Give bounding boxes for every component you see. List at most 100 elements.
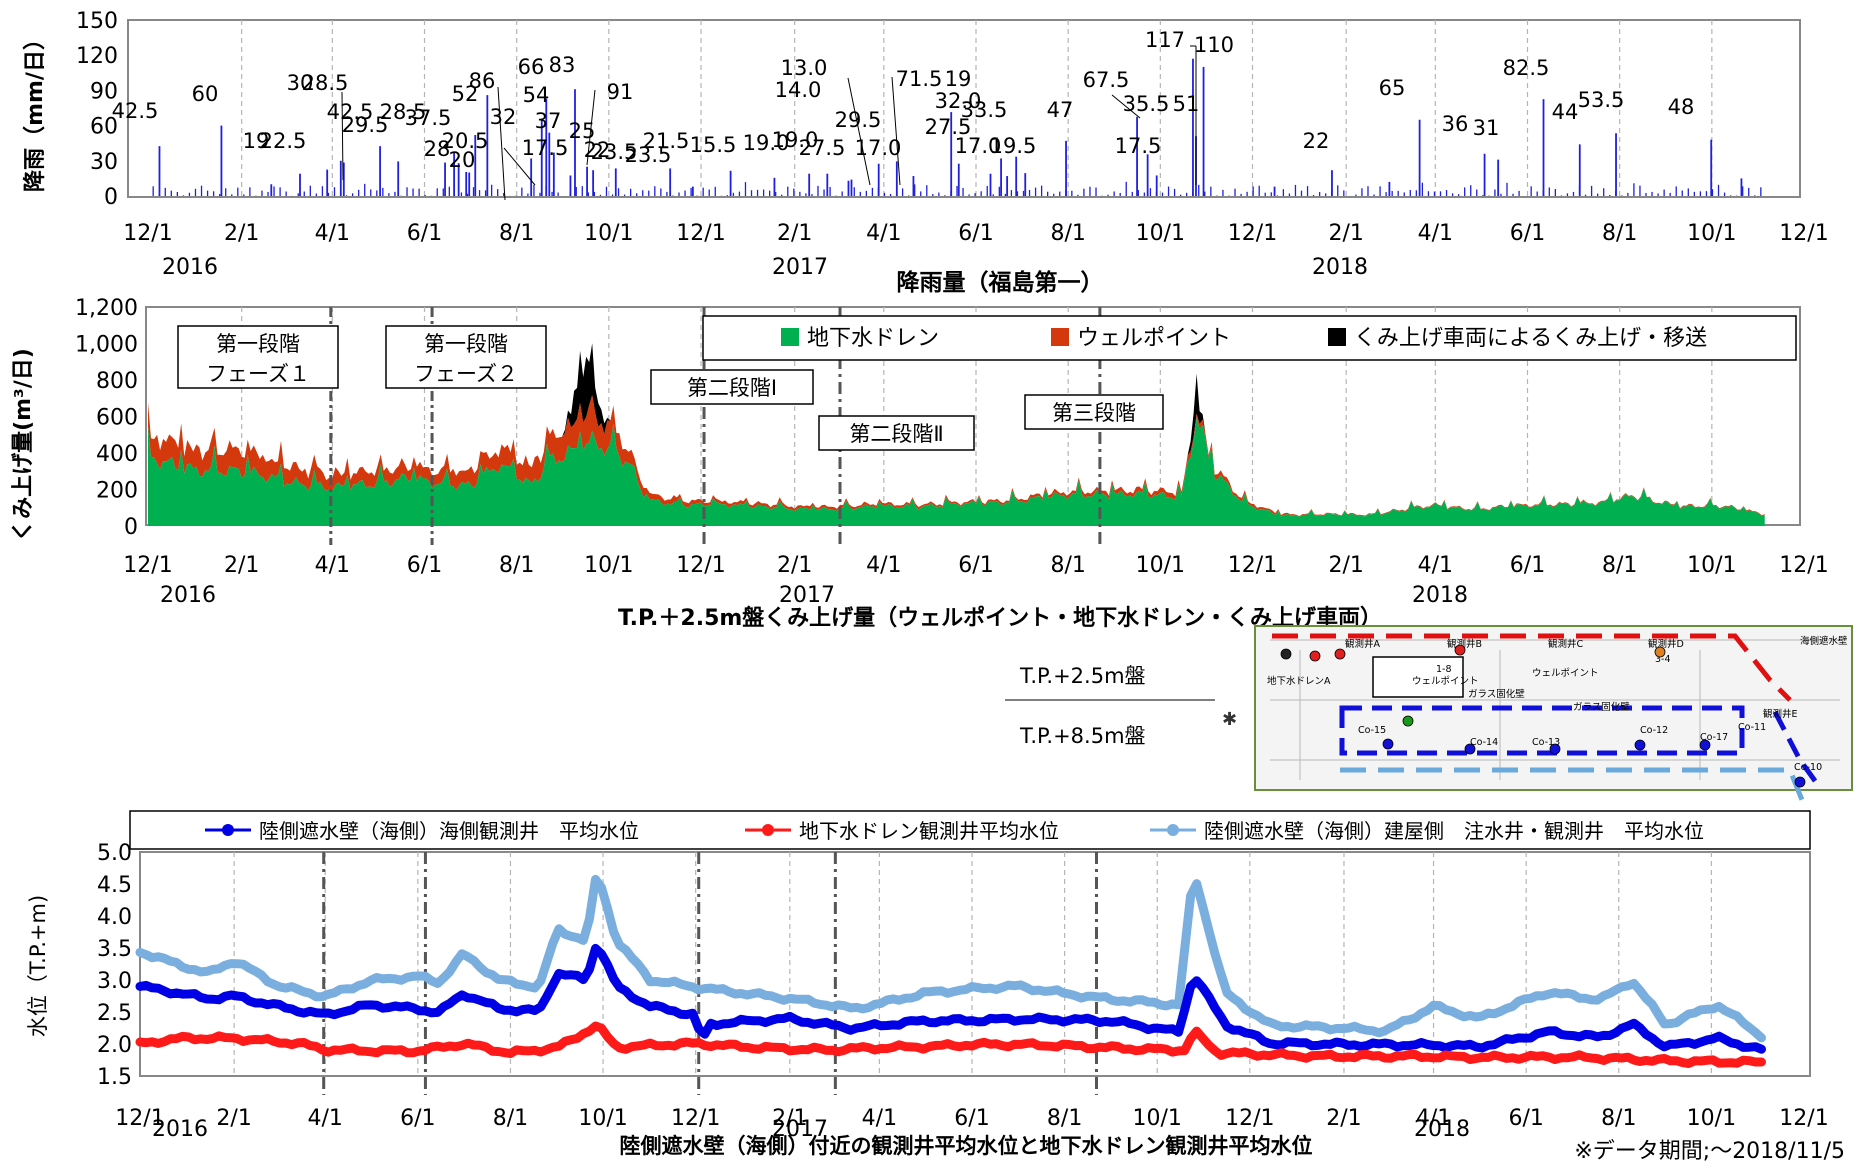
rainfall-bar — [865, 190, 868, 196]
pumping-y-tick-label: 200 — [96, 479, 138, 504]
rainfall-bar — [998, 186, 1000, 196]
rainfall-annotation: 19.0 — [772, 128, 819, 152]
rainfall-bar — [986, 185, 988, 196]
rainfall-bar — [1597, 193, 1599, 196]
rainfall-bar — [1095, 187, 1097, 196]
rainfall-x-tick-label: 4/1 — [315, 221, 350, 246]
rainfall-bar — [484, 190, 487, 196]
rainfall-bar — [587, 192, 589, 196]
rainfall-bar — [436, 188, 438, 196]
pumping-year-label: 2018 — [1412, 583, 1468, 608]
rainfall-bar — [1006, 176, 1009, 196]
map-label: Co-15 — [1358, 725, 1386, 736]
rainfall-bar — [273, 186, 275, 196]
rainfall-bar — [303, 191, 305, 196]
rainfall-bar — [1146, 154, 1149, 196]
map-well-marker — [1699, 739, 1711, 751]
rainfall-bar — [1113, 191, 1115, 196]
rainfall-bar — [1388, 181, 1391, 196]
rainfall-bar — [279, 187, 281, 196]
rainfall-annotation: 32 — [490, 105, 517, 129]
rainfall-bar — [457, 163, 460, 196]
rainfall-x-tick-label: 2/1 — [1328, 221, 1363, 246]
rainfall-annotation: 42.5 — [112, 99, 159, 123]
rainfall-annotation: 91 — [607, 80, 634, 104]
rainfall-bar — [418, 188, 420, 196]
rainfall-bar — [926, 185, 928, 196]
rainfall-bar — [521, 187, 523, 196]
rainfall-bar — [1548, 187, 1550, 196]
rainfall-bar — [1028, 189, 1031, 196]
rainfall-y-tick-label: 0 — [104, 185, 118, 210]
rainfall-bar — [1083, 188, 1085, 196]
pumping-x-tick-label: 8/1 — [1050, 553, 1085, 578]
rainfall-bar — [1024, 173, 1027, 196]
rainfall-bar — [1693, 191, 1696, 196]
rainfall-bar — [732, 192, 735, 196]
rainfall-bar — [1457, 194, 1460, 196]
rainfall-annotation: 17.5 — [522, 136, 569, 160]
rainfall-bar — [1675, 186, 1677, 196]
rainfall-bar — [1131, 191, 1133, 196]
rainfall-bar — [1742, 186, 1744, 196]
rainfall-annotation: 83 — [549, 53, 576, 77]
rainfall-bar — [593, 191, 596, 196]
rainfall-bar — [1119, 192, 1121, 196]
rainfall-bar — [1010, 190, 1013, 196]
water-level-series-line — [135, 874, 1766, 1043]
rainfall-annotation: 23.5 — [591, 140, 638, 164]
rainfall-bar — [599, 194, 602, 196]
rainfall-bar — [1059, 191, 1061, 196]
pumping-x-tick-label: 4/1 — [315, 553, 350, 578]
rainfall-bar — [684, 190, 686, 196]
rainfall-bar — [805, 193, 807, 196]
rainfall-annotation: 22.5 — [260, 129, 307, 153]
land-side-wall-line — [1339, 705, 1745, 756]
data-period-footnote: ※データ期間;～2018/11/5 — [1574, 1139, 1845, 1164]
rainfall-bar — [1542, 99, 1545, 196]
rainfall-bar — [1663, 189, 1665, 196]
site-map-details: 観測井A 観測井B 観測井C 観測井D観測井E1-8ウェルポイントウェルポイントガラス… — [1267, 633, 1848, 816]
rainfall-bar — [1609, 194, 1611, 196]
rainfall-bar — [623, 194, 626, 196]
pumping-x-tick-label: 12/1 — [676, 553, 725, 578]
rainfall-bar — [992, 194, 994, 196]
rainfall-bar — [527, 193, 529, 196]
legend-label: くみ上げ車両によるくみ上げ・移送 — [1354, 326, 1707, 351]
rainfall-bar — [394, 191, 396, 196]
rainfall-x-tick-label: 12/1 — [123, 221, 172, 246]
rainfall-annotation: 23.5 — [625, 143, 672, 167]
rainfall-bar — [617, 188, 620, 196]
rainfall-bar — [808, 173, 811, 196]
pumping-x-tick-label: 6/1 — [407, 553, 442, 578]
legend-marker — [1167, 824, 1179, 836]
map-label: ウェルポイント — [1412, 676, 1479, 687]
rainfall-bar — [914, 184, 916, 196]
rainfall-y-ticks: 0 30 60 90 120 150 — [76, 9, 118, 210]
rainfall-bar — [370, 189, 372, 196]
rainfall-bar — [1015, 156, 1018, 196]
rainfall-bar — [629, 188, 632, 196]
rainfall-bar — [841, 191, 843, 196]
legend-label: 地下水ドレン — [807, 326, 939, 351]
rainfall-leader-line — [847, 77, 871, 186]
phase-label: 第一段階 — [216, 332, 300, 356]
rainfall-bar — [847, 180, 850, 196]
rainfall-bar — [938, 192, 940, 196]
rainfall-bar — [285, 191, 287, 196]
rainfall-bar — [1627, 192, 1629, 196]
rainfall-bar — [1421, 182, 1424, 196]
rainfall-annotation: 17.0 — [855, 136, 902, 160]
rainfall-x-ticks: 12/1 2/1 4/1 6/1 8/1 10/1 12/1 2/1 4/1 6/1 8/1 10/1… — [123, 221, 1828, 280]
water-level-y-tick-label: 5.0 — [97, 841, 132, 866]
rainfall-bar — [1427, 191, 1430, 196]
rainfall-bar — [1053, 193, 1055, 196]
inset-lower-label: T.P.+8.5m盤 — [1019, 724, 1146, 748]
rainfall-bar — [605, 186, 608, 196]
rainfall-bar — [648, 190, 650, 196]
map-well-marker — [1549, 743, 1561, 755]
rainfall-bar — [309, 185, 311, 196]
water-level-x-tick-label: 10/1 — [1687, 1106, 1736, 1131]
rainfall-bar — [762, 189, 765, 196]
